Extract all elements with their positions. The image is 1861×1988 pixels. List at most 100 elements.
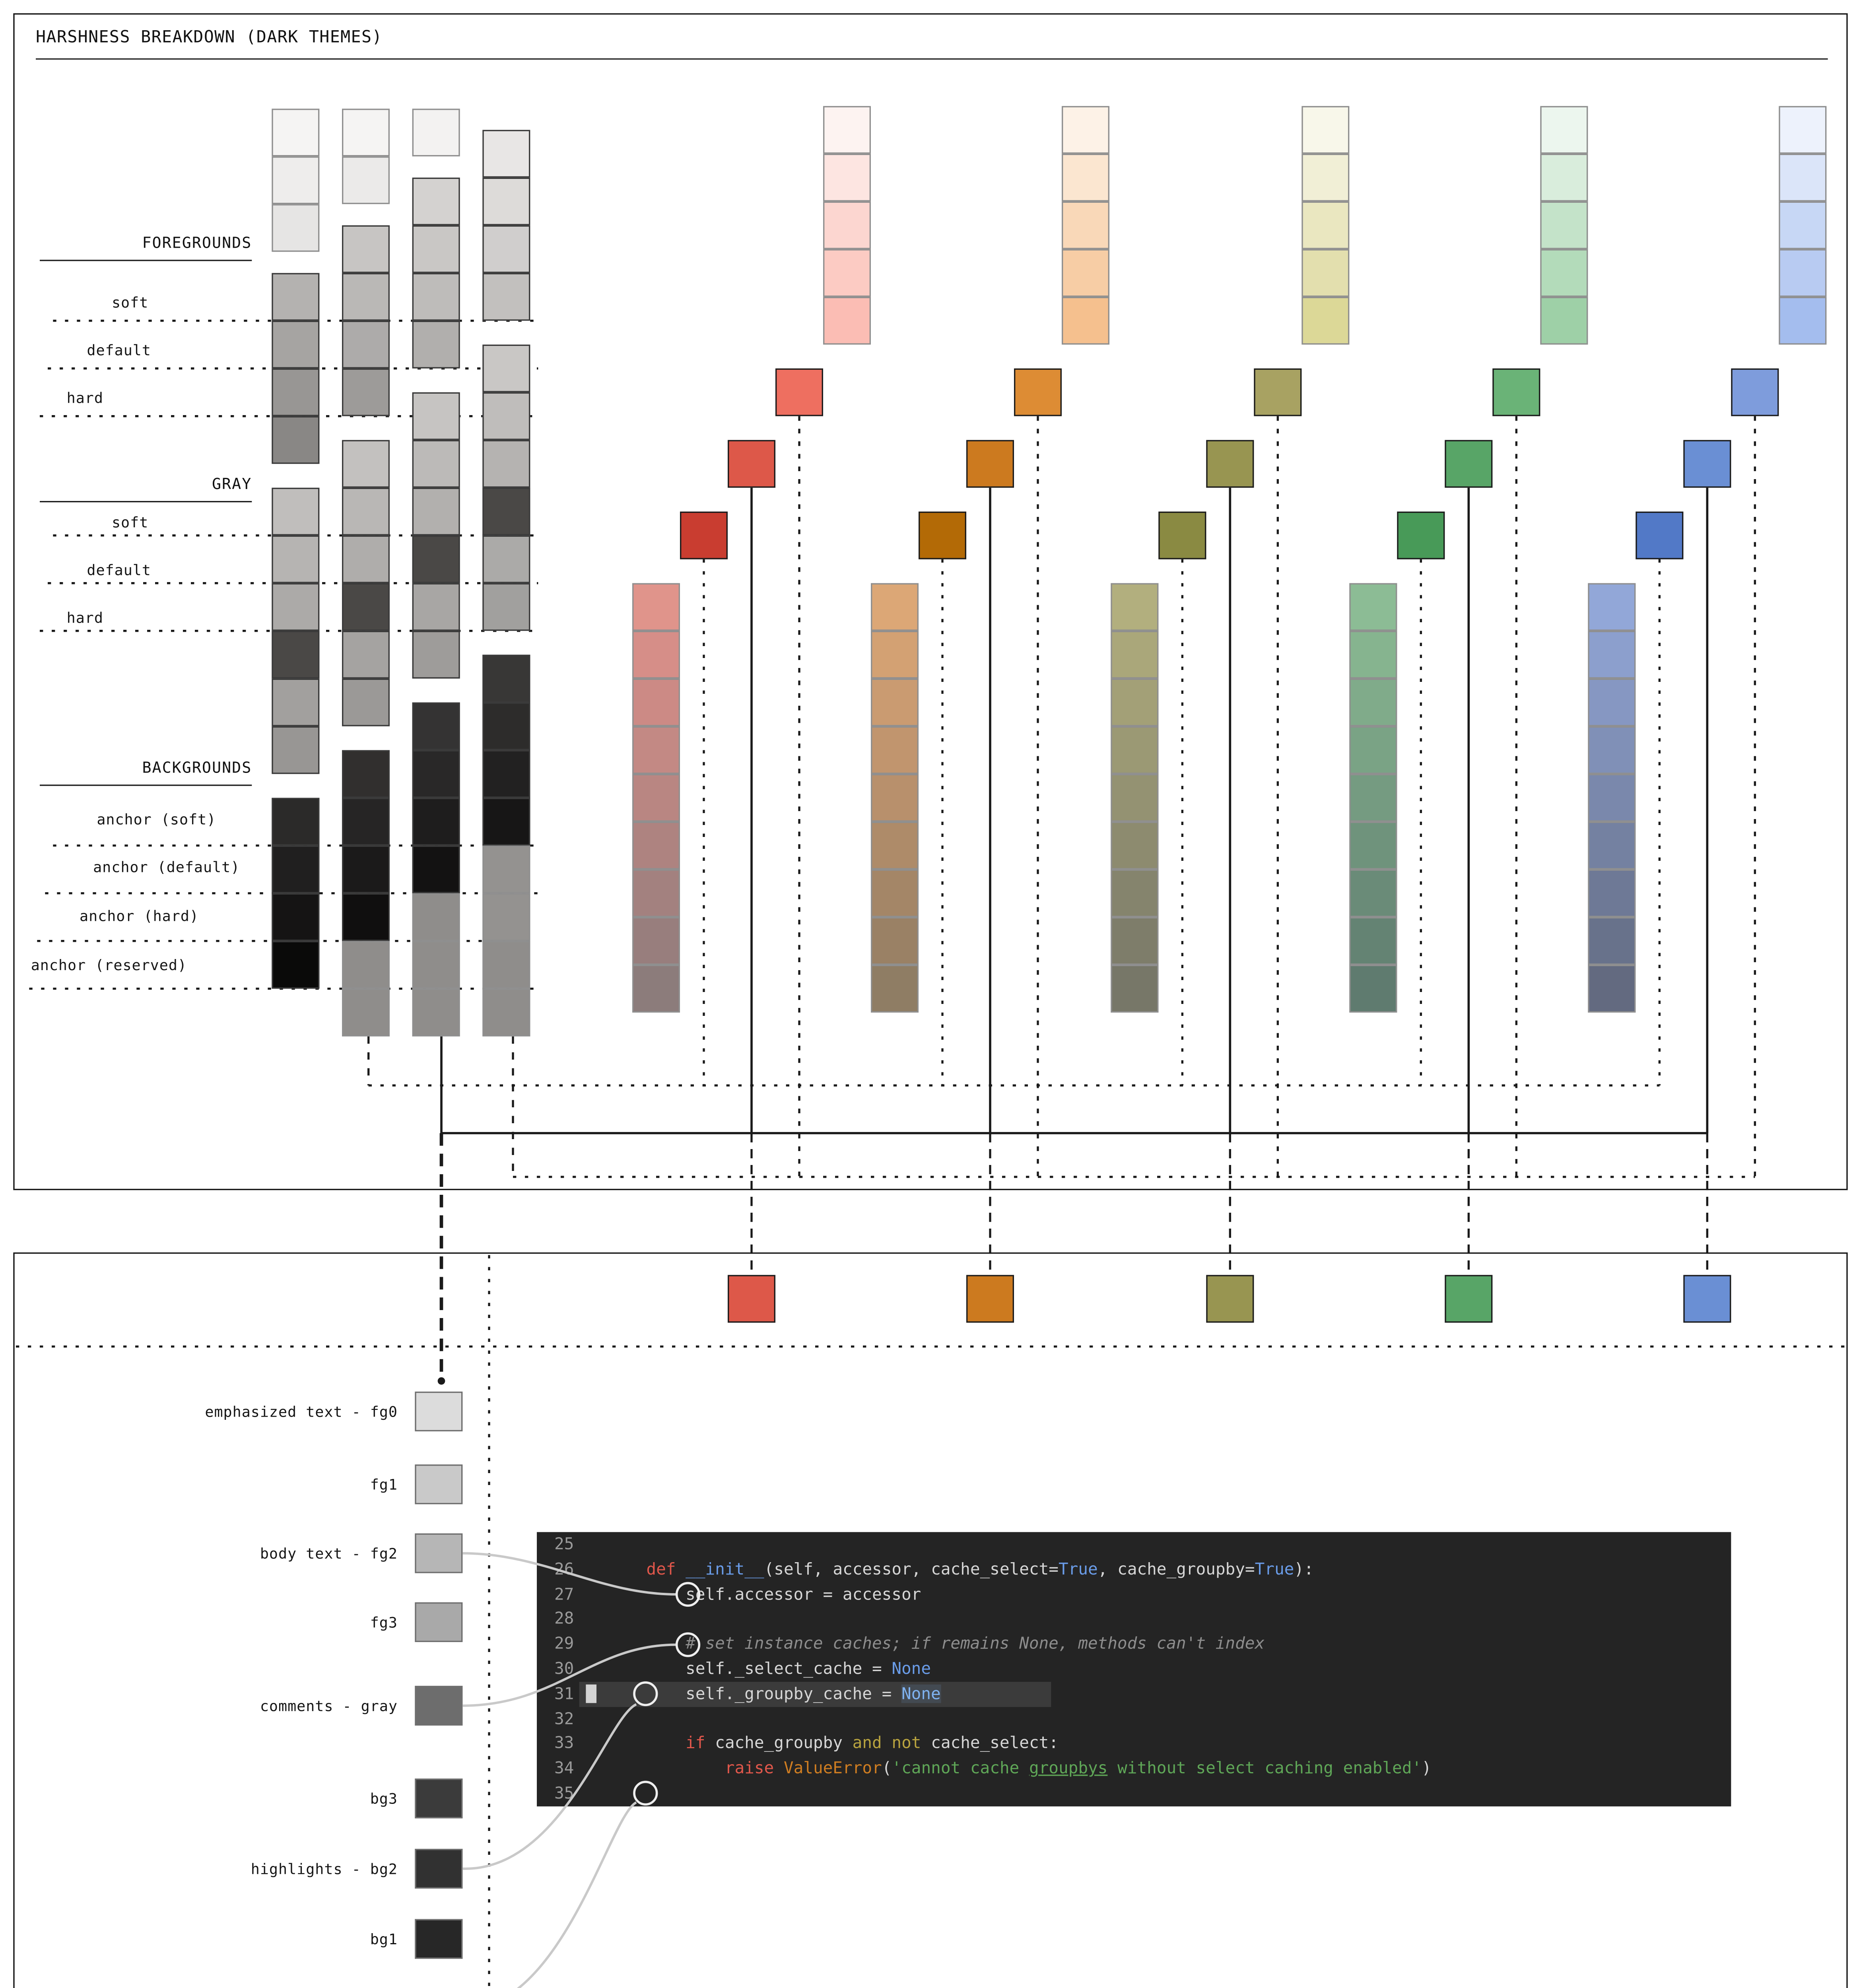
- row-label-hard: hard: [66, 610, 103, 627]
- red-hard-swatch: [680, 511, 728, 559]
- palette-swatch-fg3: [415, 1602, 463, 1642]
- gray-column-3-swatch: [412, 893, 460, 941]
- green-soft-swatch: [1492, 368, 1540, 416]
- line-number: 29: [554, 1634, 574, 1653]
- blue-fade-ramp-swatch: [1588, 821, 1636, 870]
- blue-fade-ramp-swatch: [1588, 678, 1636, 726]
- olive-light-ramp-swatch: [1302, 297, 1350, 345]
- gray-column-3-swatch: [412, 109, 460, 157]
- gray-column-1-swatch: [272, 109, 320, 157]
- palette-label-bg3: bg3: [370, 1790, 398, 1808]
- gray-column-4-swatch: [482, 177, 530, 225]
- gray-column-2-swatch: [342, 750, 390, 798]
- palette-label-fg3: fg3: [370, 1614, 398, 1632]
- red-fade-ramp-swatch: [632, 869, 680, 917]
- bottom-panel: [13, 1252, 1848, 1988]
- row-label-hard: hard: [66, 389, 103, 407]
- code-text: self.accessor = accessor: [607, 1582, 921, 1607]
- gray-column-3-swatch: [412, 798, 460, 846]
- row-label-soft: soft: [111, 514, 149, 532]
- gray-column-3-swatch: [412, 988, 460, 1037]
- code-token: [676, 1560, 686, 1578]
- page-title: HARSHNESS BREAKDOWN (DARK THEMES): [35, 26, 383, 47]
- olive-fade-ramp-swatch: [1111, 965, 1159, 1013]
- green-fade-ramp-swatch: [1349, 583, 1397, 631]
- olive-light-ramp-swatch: [1302, 106, 1350, 154]
- red-fade-ramp-swatch: [632, 965, 680, 1013]
- gray-column-1-swatch: [272, 941, 320, 989]
- code-text: self._select_cache = None: [607, 1657, 931, 1682]
- orange-hard-swatch: [918, 511, 966, 559]
- green-fade-ramp-swatch: [1349, 726, 1397, 774]
- gray-column-2-swatch: [342, 440, 390, 488]
- green-fade-ramp-swatch: [1349, 774, 1397, 822]
- blue-light-ramp-swatch: [1779, 297, 1827, 345]
- gray-column-2-swatch: [342, 535, 390, 583]
- code-token: 'cannot cache: [892, 1759, 1029, 1778]
- olive-soft-swatch: [1254, 368, 1302, 416]
- orange-fade-ramp-swatch: [870, 678, 919, 726]
- red-fade-ramp-swatch: [632, 678, 680, 726]
- gray-column-1-swatch: [272, 416, 320, 464]
- blue-fade-ramp-swatch: [1588, 965, 1636, 1013]
- line-number: 31: [554, 1684, 574, 1703]
- code-token: not: [892, 1734, 921, 1753]
- gray-column-3-swatch: [412, 702, 460, 750]
- code-text: self._groupby_cache = None: [607, 1681, 941, 1706]
- line-number: 32: [554, 1709, 574, 1728]
- palette-label-emphasized-text-fg0: emphasized text - fg0: [205, 1403, 398, 1421]
- blue-hard-swatch: [1636, 511, 1684, 559]
- code-token: ValueError: [783, 1759, 882, 1778]
- code-token: None: [892, 1659, 931, 1678]
- palette-swatch-bg3: [415, 1778, 463, 1819]
- blue-fade-ramp-swatch: [1588, 869, 1636, 917]
- row-label-default: default: [87, 342, 151, 359]
- blue-fade-ramp-swatch: [1588, 583, 1636, 631]
- orange-fade-ramp-swatch: [870, 965, 919, 1013]
- section-underline: [39, 501, 252, 503]
- line-number: 33: [554, 1734, 574, 1753]
- red-fade-ramp-swatch: [632, 726, 680, 774]
- olive-fade-ramp-swatch: [1111, 917, 1159, 965]
- gray-column-2-swatch: [342, 845, 390, 893]
- code-token: ): [1422, 1759, 1432, 1778]
- gray-column-1-swatch: [272, 893, 320, 941]
- gray-column-3-swatch: [412, 535, 460, 583]
- gray-column-4-swatch: [482, 845, 530, 893]
- red-light-ramp-swatch: [823, 106, 871, 154]
- gray-column-3-swatch: [412, 487, 460, 536]
- section-header-gray: GRAY: [212, 474, 252, 493]
- blue-fade-ramp-swatch: [1588, 917, 1636, 965]
- red-fade-ramp-swatch: [632, 631, 680, 679]
- gray-column-4-swatch: [482, 392, 530, 440]
- editor-cursor[interactable]: [586, 1684, 596, 1703]
- palette-label-body-text-fg2: body text - fg2: [260, 1545, 398, 1563]
- gray-column-1-swatch: [272, 273, 320, 321]
- row-label-anchor-hard-: anchor (hard): [79, 908, 199, 925]
- orange-default-swatch: [966, 440, 1014, 488]
- row-label-anchor-default-: anchor (default): [93, 858, 240, 876]
- blue-light-ramp-swatch: [1779, 249, 1827, 297]
- blue-light-ramp-swatch: [1779, 201, 1827, 249]
- olive-fade-ramp-swatch: [1111, 726, 1159, 774]
- line-number: 27: [554, 1584, 574, 1603]
- gray-column-2-swatch: [342, 798, 390, 846]
- code-text: if cache_groupby and not cache_select:: [607, 1732, 1059, 1757]
- green-fade-ramp-swatch: [1349, 965, 1397, 1013]
- blue-accent-row-swatch: [1683, 1275, 1731, 1323]
- gray-column-3-swatch: [412, 631, 460, 679]
- code-token: if: [686, 1734, 705, 1753]
- gray-column-4-swatch: [482, 798, 530, 846]
- code-token: self._select_cache =: [607, 1659, 892, 1678]
- code-token: cache_groupby: [705, 1734, 853, 1753]
- code-token: [607, 1734, 686, 1753]
- orange-fade-ramp-swatch: [870, 869, 919, 917]
- row-label-anchor-reserved-: anchor (reserved): [31, 957, 187, 974]
- red-default-swatch: [727, 440, 775, 488]
- palette-label-fg1: fg1: [370, 1476, 398, 1494]
- section-underline: [39, 784, 252, 786]
- green-fade-ramp-swatch: [1349, 678, 1397, 726]
- gray-column-3-swatch: [412, 941, 460, 989]
- code-token: # set instance caches; if remains None, …: [686, 1634, 1265, 1653]
